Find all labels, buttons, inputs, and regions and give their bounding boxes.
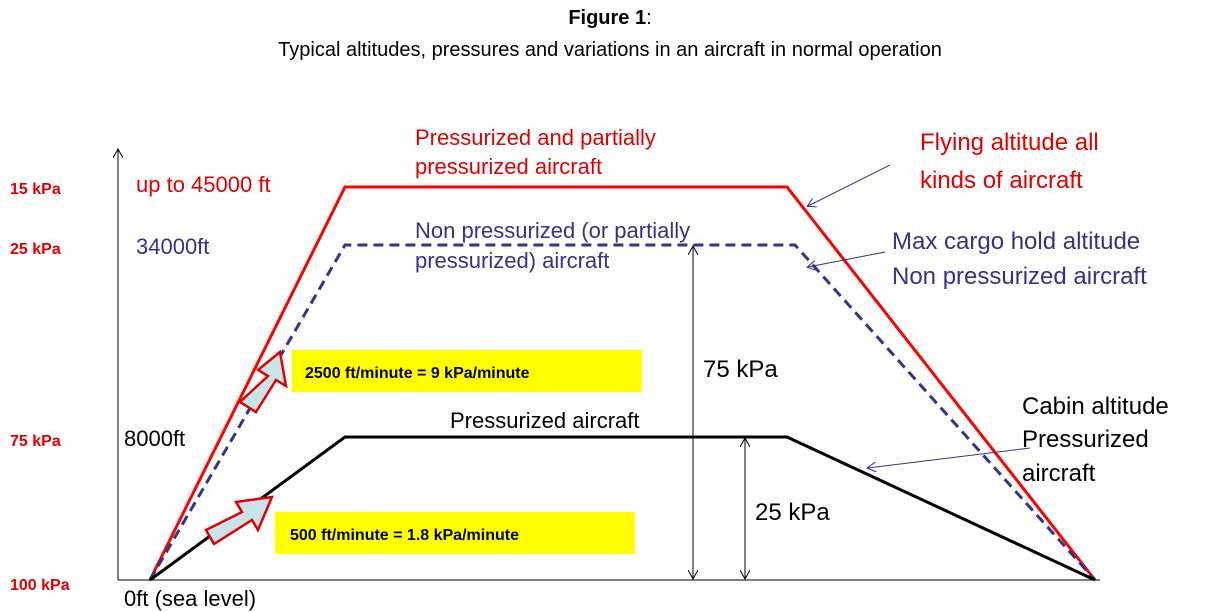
subtitle: Typical altitudes, pressures and variati… xyxy=(278,39,942,61)
callout: Non pressurized aircraft xyxy=(892,263,1147,290)
rate-label: 500 ft/minute = 1.8 kPa/minute xyxy=(290,527,519,544)
callout: Flying altitude all xyxy=(920,129,1099,156)
rate-arrow xyxy=(204,495,275,546)
curve-label: Pressurized aircraft xyxy=(450,408,640,433)
pressure-label: 100 kPa xyxy=(10,577,70,594)
altitude-label: up to 45000 ft xyxy=(136,172,271,197)
blue-profile xyxy=(148,243,1097,582)
rate-box xyxy=(275,512,635,554)
callout: Pressurized xyxy=(1022,426,1149,453)
callout: kinds of aircraft xyxy=(920,167,1083,194)
pointer xyxy=(868,447,1031,468)
pointer xyxy=(808,251,886,267)
curve-label: pressurized aircraft xyxy=(415,154,602,179)
pressure-label: 75 kPa xyxy=(10,433,61,450)
black-profile xyxy=(149,435,1096,582)
rate-label: 2500 ft/minute = 9 kPa/minute xyxy=(305,365,530,382)
curve-label: pressurized) aircraft xyxy=(415,248,609,273)
callout: aircraft xyxy=(1022,460,1096,487)
callout: Max cargo hold altitude xyxy=(892,228,1140,255)
rate-arrow xyxy=(237,349,288,414)
callout: Cabin altitude xyxy=(1022,393,1169,420)
curve-label: Non pressurized (or partially xyxy=(415,218,690,243)
title-suffix: : xyxy=(646,7,652,29)
title: Figure 1: xyxy=(568,7,651,29)
altitude-label: 0ft (sea level) xyxy=(124,586,256,611)
pressure-label: 25 kPa xyxy=(10,241,61,258)
pressure-label: 15 kPa xyxy=(10,181,61,198)
title-bold: Figure 1 xyxy=(568,7,646,29)
altitude-label: 34000ft xyxy=(136,234,209,259)
curve-label: Pressurized and partially xyxy=(415,125,656,150)
differential: 25 kPa xyxy=(755,499,830,526)
pointer xyxy=(808,164,891,206)
rate-box xyxy=(292,350,642,392)
differential: 75 kPa xyxy=(703,356,778,383)
red-profile xyxy=(148,185,1097,581)
altitude-label: 8000ft xyxy=(124,426,185,451)
